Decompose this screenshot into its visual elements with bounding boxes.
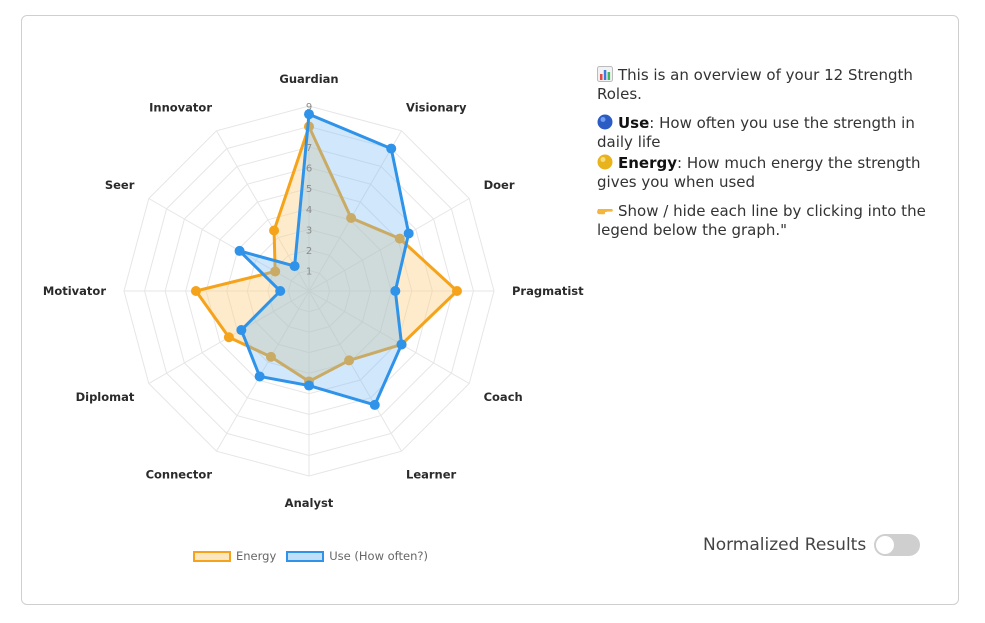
use-swatch	[286, 550, 325, 562]
grid-spoke	[308, 130, 402, 292]
use-point-coach[interactable]	[396, 339, 407, 350]
axis-label-motivator: Motivator	[43, 284, 106, 298]
axis-label-connector: Connector	[146, 468, 213, 482]
use-point-learner[interactable]	[369, 399, 380, 410]
axis-label-guardian: Guardian	[279, 72, 338, 86]
axis-label-learner: Learner	[406, 468, 457, 482]
results-card	[21, 15, 959, 605]
axis-label-coach: Coach	[484, 390, 523, 404]
pointing-hand-icon	[597, 209, 613, 215]
energy-point-doer[interactable]	[394, 233, 405, 244]
use-point-motivator[interactable]	[275, 286, 286, 296]
overview-text: This is an overview of your 12 Strength …	[597, 66, 913, 103]
use-point-seer[interactable]	[234, 245, 245, 256]
grid-spoke	[308, 198, 470, 292]
info-panel: This is an overview of your 12 Strength …	[597, 66, 927, 250]
legend-item-energy[interactable]: Energy	[193, 549, 276, 563]
axis-label-analyst: Analyst	[285, 496, 334, 510]
grid-spoke	[216, 290, 310, 452]
tick-label: 7	[306, 143, 312, 154]
energy-point-diplomat[interactable]	[223, 332, 234, 343]
grid-spoke	[148, 198, 310, 292]
use-point-innovator[interactable]	[289, 261, 300, 272]
grid-spoke	[308, 290, 402, 452]
use-point-connector[interactable]	[254, 371, 265, 382]
tick-label: 2	[306, 246, 312, 257]
axis-label-diplomat: Diplomat	[76, 390, 135, 404]
normalized-results-label: Normalized Results	[703, 535, 867, 555]
energy-point-innovator[interactable]	[269, 225, 280, 236]
legend-label-energy: Energy	[236, 549, 277, 563]
use-point-doer[interactable]	[403, 228, 414, 239]
energy-point-visionary[interactable]	[346, 213, 357, 224]
energy-description: : How much energy the strength gives you…	[597, 154, 921, 191]
normalized-results-toggle[interactable]	[874, 534, 921, 556]
normalized-results-row: Normalized Results	[703, 534, 921, 556]
tick-label: 4	[306, 205, 312, 216]
chart-legend: Energy Use (How often?)	[193, 549, 438, 563]
energy-point-seer[interactable]	[270, 266, 281, 277]
bar-chart-icon	[597, 66, 613, 82]
toggle-knob	[876, 536, 895, 554]
tick-label: 6	[306, 164, 312, 175]
legend-item-use[interactable]: Use (How often?)	[286, 549, 428, 563]
tick-label: 5	[306, 184, 312, 195]
use-description: : How often you use the strength in dail…	[597, 114, 915, 151]
tick-label: 3	[306, 225, 312, 236]
tick-label: 1	[306, 266, 312, 277]
radar-ticks: 1 2 3 4 5 6 7 9	[306, 102, 312, 277]
legend-label-use: Use (How often?)	[329, 549, 428, 563]
yellow-circle-icon	[597, 154, 613, 170]
use-point-analyst[interactable]	[304, 380, 314, 391]
axis-label-visionary: Visionary	[406, 100, 467, 114]
radar-axis-labels: Guardian Visionary Doer Pragmatist Coach Lear…	[43, 72, 584, 510]
use-point-visionary[interactable]	[386, 143, 397, 154]
use-point-guardian[interactable]	[304, 109, 314, 120]
axis-label-innovator: Innovator	[149, 100, 212, 114]
blue-circle-icon	[597, 114, 613, 130]
grid-spoke	[308, 290, 470, 384]
energy-point-connector[interactable]	[265, 351, 276, 362]
axis-label-seer: Seer	[105, 178, 135, 192]
axis-label-pragmatist: Pragmatist	[512, 284, 584, 298]
tick-label: 9	[306, 102, 312, 113]
radar-series	[190, 109, 462, 410]
energy-title: Energy	[618, 154, 678, 172]
energy-point-pragmatist[interactable]	[452, 286, 462, 296]
energy-point-motivator[interactable]	[190, 286, 201, 296]
use-title: Use	[618, 114, 650, 132]
use-series-area	[238, 112, 411, 407]
axis-label-doer: Doer	[484, 178, 515, 192]
use-point-pragmatist[interactable]	[390, 286, 401, 296]
energy-swatch	[193, 550, 231, 562]
legend-hint-text: Show / hide each line by clicking into t…	[597, 202, 926, 239]
use-point-diplomat[interactable]	[236, 325, 247, 336]
energy-point-learner[interactable]	[344, 355, 355, 366]
